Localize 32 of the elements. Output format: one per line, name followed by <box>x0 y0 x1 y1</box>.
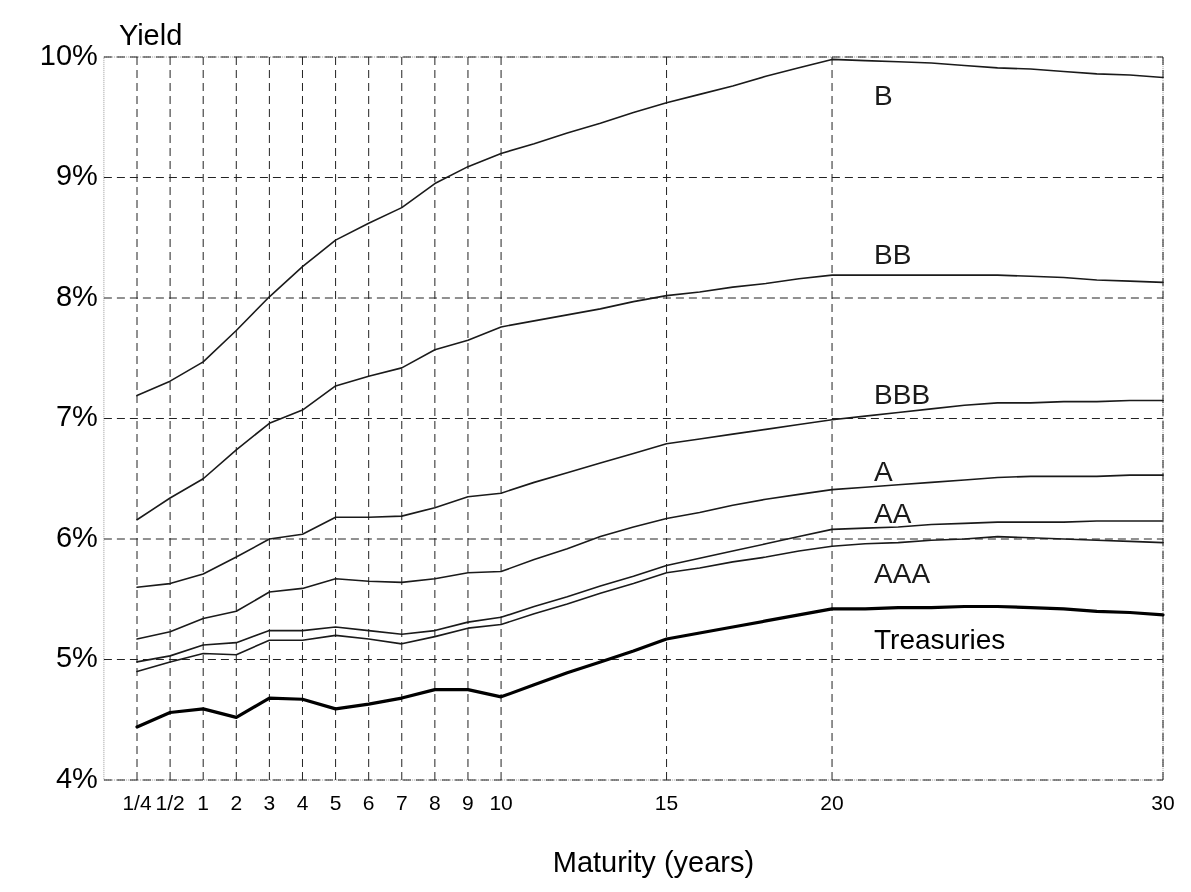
x-axis-title: Maturity (years) <box>552 846 755 878</box>
x-tick-label: 8 <box>429 791 441 814</box>
y-tick-label: 6% <box>55 520 98 553</box>
y-tick-label: 7% <box>55 400 98 433</box>
y-axis-title: Yield <box>118 19 183 51</box>
series-label: B <box>874 80 893 112</box>
line-series <box>135 604 1165 729</box>
x-tick-label: 1/2 <box>155 791 185 814</box>
series-label: Treasuries <box>874 623 1006 655</box>
x-tick-label: 20 <box>820 791 844 814</box>
series-label: AAA <box>874 558 931 590</box>
y-tick-label: 10% <box>39 38 98 71</box>
x-tick-label: 1 <box>197 791 210 814</box>
series-label: BBB <box>874 378 931 410</box>
y-tick-label: 5% <box>55 641 98 674</box>
x-tick-label: 4 <box>296 791 309 814</box>
x-tick-label: 3 <box>263 791 276 814</box>
x-tick-label: 9 <box>462 791 474 814</box>
x-tick-label: 15 <box>654 791 679 814</box>
x-tick-label: 2 <box>230 791 243 814</box>
y-tick-label: 9% <box>55 159 98 192</box>
y-tick-label: 4% <box>55 761 98 794</box>
x-tick-label: 30 <box>1151 791 1175 814</box>
x-tick-label: 6 <box>362 791 375 814</box>
series-label: AA <box>874 498 912 530</box>
x-tick-label: 7 <box>395 791 408 814</box>
x-tick-label: 5 <box>329 791 342 814</box>
series-label: A <box>874 455 894 487</box>
y-tick-label: 8% <box>55 279 98 312</box>
series-label: BB <box>874 239 912 271</box>
x-tick-label: 1/4 <box>122 791 152 814</box>
x-tick-label: 10 <box>489 791 513 814</box>
